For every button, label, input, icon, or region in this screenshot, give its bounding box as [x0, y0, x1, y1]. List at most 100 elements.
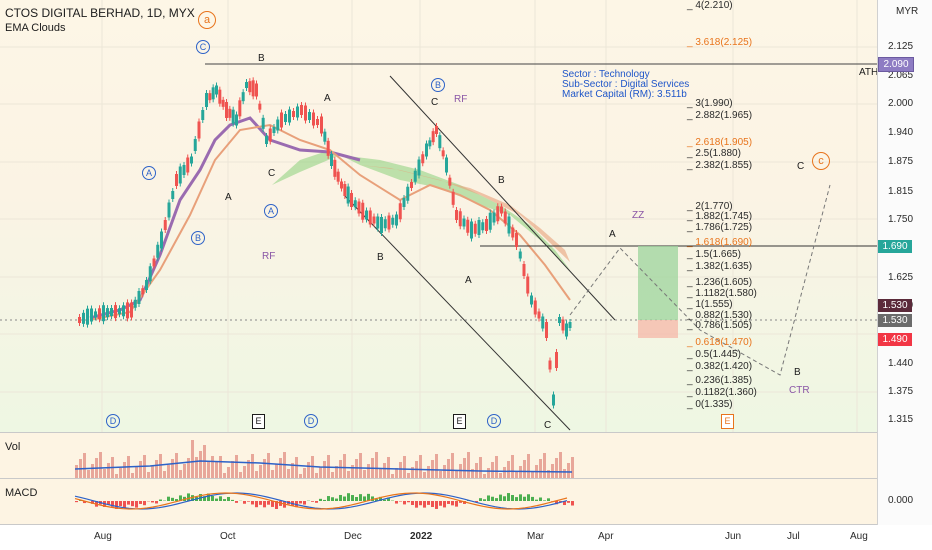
candle [190, 156, 193, 164]
price-chart-pane[interactable]: CTOS DIGITAL BERHAD, 1D, MYX EMA Clouds … [0, 0, 877, 432]
price-chart[interactable] [0, 0, 877, 432]
macd-histogram-bar [511, 495, 514, 501]
candle [336, 171, 340, 182]
wave-A-circle-1: A [142, 166, 156, 180]
candle [167, 202, 171, 218]
macd-histogram-bar [215, 498, 218, 501]
volume-pane[interactable]: Vol [0, 433, 877, 478]
wave-B-2: B [377, 252, 384, 263]
macd-histogram-bar [347, 493, 350, 501]
macd-histogram-bar [435, 501, 438, 509]
price-axis[interactable] [877, 0, 932, 525]
macd-histogram-bar [571, 501, 574, 506]
volume-bar [119, 468, 122, 478]
volume-bar [239, 472, 242, 478]
volume-bar [403, 456, 406, 478]
volume-bar [443, 465, 446, 478]
candle [261, 117, 265, 129]
wave-C-2: C [431, 97, 439, 108]
candle [126, 302, 129, 319]
candle [268, 128, 272, 142]
volume-bar [263, 459, 266, 478]
candle [470, 221, 473, 239]
candle [186, 157, 190, 173]
candle [255, 83, 258, 97]
candle [320, 116, 323, 134]
crosshair-price-tag: 1.530 [878, 314, 912, 327]
candle [171, 191, 175, 199]
volume-bar [407, 473, 410, 478]
macd-histogram-bar [495, 498, 498, 501]
candle [122, 305, 125, 317]
macd-histogram-bar [259, 501, 262, 505]
candle [552, 394, 555, 406]
macd-histogram-bar [343, 496, 346, 501]
macd-histogram-bar [255, 501, 258, 508]
target-zone [638, 246, 678, 320]
ema-cloud-green [272, 150, 570, 270]
candle [421, 154, 425, 164]
macd-histogram-bar [127, 501, 130, 505]
candle [346, 186, 350, 204]
macd-histogram-bar [207, 493, 210, 501]
wave-C-3: C [544, 420, 552, 431]
macd-histogram-bar [175, 499, 178, 501]
candle [500, 206, 503, 214]
macd-histogram-bar [83, 501, 86, 504]
volume-bar [387, 457, 390, 478]
candle [102, 305, 105, 322]
ath-label: ATH [859, 67, 877, 78]
sector-text: Sector : Technology [562, 69, 650, 80]
y-tick: 1.440 [888, 358, 914, 369]
candle [86, 308, 89, 325]
volume-bar [271, 470, 274, 478]
fib-level: _ 2.618(1.905) [687, 137, 753, 148]
volume-bar [307, 462, 310, 478]
candle [383, 219, 387, 229]
pane-separator-2[interactable] [0, 478, 932, 479]
candle [258, 103, 262, 110]
macd-histogram-bar [455, 501, 458, 507]
macd-pane[interactable]: MACD [0, 479, 877, 524]
pane-separator[interactable] [0, 432, 932, 433]
macd-histogram-bar [315, 501, 318, 503]
candle [545, 322, 548, 338]
indicator-label[interactable]: EMA Clouds [5, 22, 66, 34]
macd-histogram-bar [227, 496, 230, 501]
macd-histogram-bar [515, 497, 518, 501]
macd-histogram-bar [191, 495, 194, 501]
candle [477, 220, 481, 235]
candle [208, 93, 212, 101]
y-tick: 1.940 [888, 127, 914, 138]
wave-E-box-1: E [252, 414, 265, 429]
volume-bar [287, 469, 290, 478]
candle [435, 126, 438, 134]
volume-bar [215, 462, 218, 478]
candle [417, 159, 421, 176]
volume-bar [163, 471, 166, 478]
volume-bar [135, 467, 138, 478]
channel-upper [389, 75, 616, 321]
candle [496, 206, 500, 222]
macd-histogram-bar [167, 496, 170, 501]
channel-lower [344, 195, 571, 431]
macd-histogram-bar [567, 501, 570, 503]
x-tick: Aug [850, 531, 868, 542]
macd-histogram-bar [447, 501, 450, 504]
candle [438, 135, 442, 149]
candle [330, 154, 333, 166]
candle [276, 119, 280, 131]
x-tick: Dec [344, 531, 362, 542]
macd-histogram-bar [403, 501, 406, 505]
ema-cloud-red [360, 165, 570, 262]
stop-zone [638, 320, 678, 338]
macd-histogram-bar [379, 496, 382, 501]
y-tick: 1.315 [888, 414, 914, 425]
macd-histogram-bar [247, 501, 250, 502]
volume-bar [323, 461, 326, 478]
volume-bar [243, 466, 246, 478]
volume-bar [83, 453, 86, 478]
stop-price-tag: 1.490 [878, 333, 912, 346]
volume-bar [571, 457, 574, 478]
macd-histogram-bar [275, 501, 278, 509]
